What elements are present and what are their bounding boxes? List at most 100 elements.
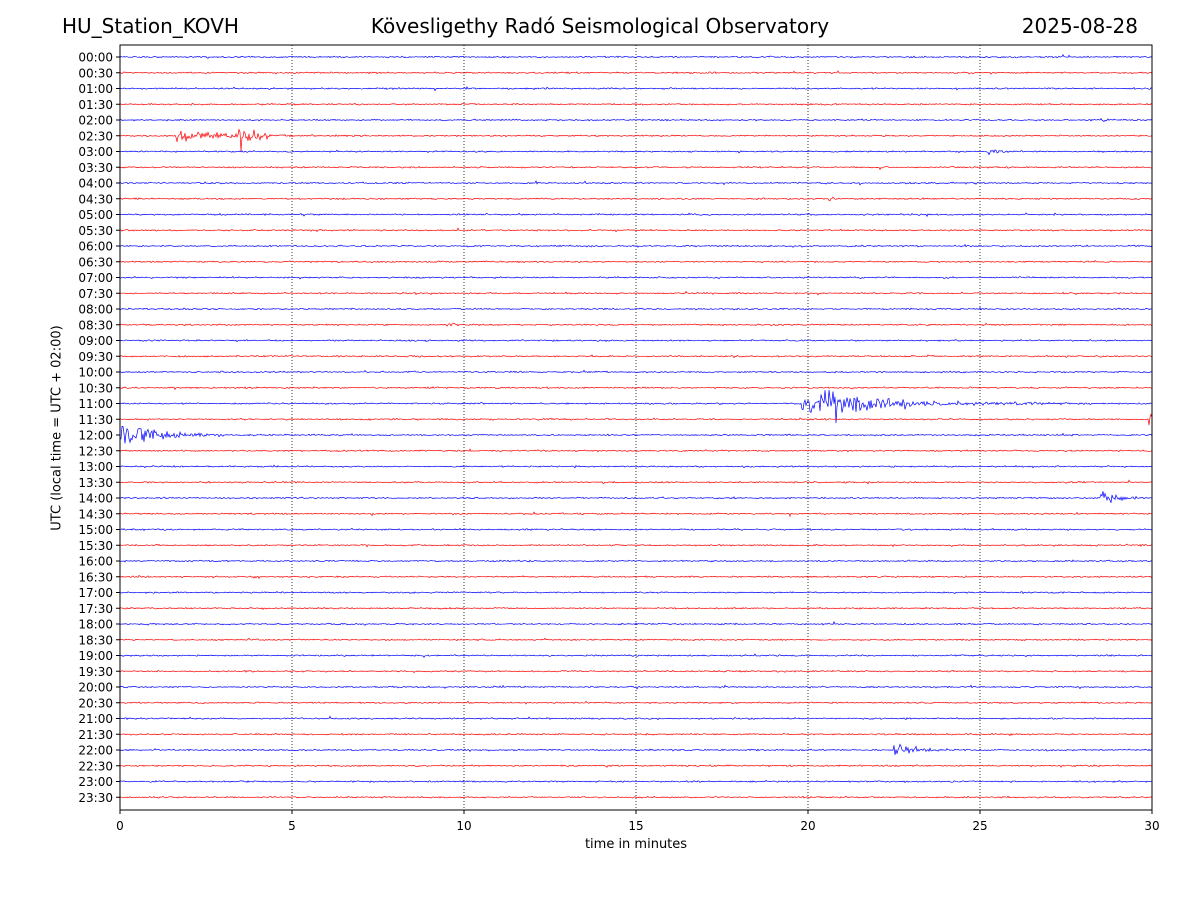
observatory-title: Kövesligethy Radó Seismological Observat… (370, 14, 830, 38)
trace-1700 (119, 590, 1153, 595)
y-tick-label-1430: 14:30 (78, 507, 113, 521)
y-tick-label-0530: 05:30 (78, 224, 113, 238)
date-label: 2025-08-28 (1021, 14, 1138, 38)
y-tick-label-1800: 18:00 (78, 618, 113, 632)
y-tick-label-2030: 20:30 (78, 696, 113, 710)
y-tick-label-2130: 21:30 (78, 728, 113, 742)
trace-0530 (119, 227, 1153, 233)
y-tick-label-2300: 23:00 (78, 775, 113, 789)
trace-0800 (119, 306, 1153, 311)
trace-2130 (119, 732, 1153, 737)
y-tick-label-2230: 22:30 (78, 759, 113, 773)
y-tick-label-1330: 13:30 (78, 476, 113, 490)
y-tick-label-0230: 02:30 (78, 129, 113, 143)
trace-0430 (119, 196, 1153, 202)
trace-0630 (119, 260, 1153, 264)
y-tick-label-0600: 06:00 (78, 240, 113, 254)
x-tick-label-25: 25 (972, 819, 987, 833)
trace-1500 (119, 527, 1153, 532)
y-tick-label-1600: 16:00 (78, 555, 113, 569)
x-tick-label-30: 30 (1144, 819, 1159, 833)
y-tick-label-0800: 08:00 (78, 303, 113, 317)
trace-0000 (119, 54, 1153, 59)
station-name: HU_Station_KOVH (62, 14, 239, 38)
trace-0400 (119, 180, 1153, 186)
y-tick-label-0330: 03:30 (78, 161, 113, 175)
y-tick-label-0730: 07:30 (78, 287, 113, 301)
y-tick-label-0400: 04:00 (78, 177, 113, 191)
trace-1900 (119, 653, 1153, 658)
y-tick-label-1700: 17:00 (78, 586, 113, 600)
trace-1630 (119, 574, 1153, 580)
y-tick-label-1500: 15:00 (78, 523, 113, 537)
y-tick-label-1930: 19:30 (78, 665, 113, 679)
y-tick-label-1000: 10:00 (78, 366, 113, 380)
x-tick-label-15: 15 (628, 819, 643, 833)
trace-2000 (119, 684, 1153, 690)
trace-1000 (119, 369, 1153, 374)
trace-2100 (119, 715, 1153, 721)
y-tick-label-0930: 09:30 (78, 350, 113, 364)
y-tick-label-0300: 03:00 (78, 145, 113, 159)
y-tick-label-0130: 01:30 (78, 98, 113, 112)
trace-1200 (119, 426, 1153, 444)
trace-0830 (119, 322, 1153, 327)
y-tick-label-1200: 12:00 (78, 429, 113, 443)
trace-2200 (119, 743, 1153, 755)
x-tick-label-10: 10 (456, 819, 471, 833)
y-tick-label-1830: 18:30 (78, 633, 113, 647)
x-tick-label-0: 0 (116, 819, 124, 833)
trace-1800 (119, 620, 1153, 626)
trace-0330 (119, 165, 1153, 171)
trace-1430 (119, 511, 1153, 518)
trace-1300 (119, 464, 1153, 469)
vertical-gridlines (291, 45, 981, 810)
seismic-traces (119, 54, 1153, 799)
y-tick-label-0200: 02:00 (78, 114, 113, 128)
trace-2330 (119, 795, 1153, 799)
trace-1530 (119, 543, 1153, 548)
trace-2300 (119, 779, 1153, 784)
y-tick-label-2330: 23:30 (78, 791, 113, 805)
y-tick-label-0630: 06:30 (78, 255, 113, 269)
trace-0700 (119, 275, 1153, 280)
trace-1600 (119, 559, 1153, 563)
y-tick-label-1300: 13:00 (78, 460, 113, 474)
trace-1930 (119, 669, 1153, 674)
trace-0930 (119, 354, 1153, 359)
trace-1730 (119, 606, 1153, 610)
y-tick-label-1130: 11:30 (78, 413, 113, 427)
trace-1130 (119, 413, 1153, 426)
trace-0200 (119, 117, 1153, 123)
trace-0900 (119, 338, 1153, 343)
trace-0500 (119, 212, 1153, 218)
y-tick-label-1030: 10:30 (78, 381, 113, 395)
trace-1100 (119, 390, 1153, 424)
trace-1400 (119, 491, 1153, 503)
trace-2030 (119, 700, 1153, 705)
trace-0130 (119, 102, 1153, 106)
trace-0600 (119, 243, 1153, 248)
y-tick-label-0030: 00:30 (78, 66, 113, 80)
x-axis-ticks: 0 5 10 15 20 25 30 (116, 810, 1160, 833)
y-tick-label-0700: 07:00 (78, 271, 113, 285)
y-tick-label-1400: 14:00 (78, 492, 113, 506)
trace-1030 (119, 386, 1153, 391)
y-tick-label-0430: 04:30 (78, 192, 113, 206)
y-tick-label-1230: 12:30 (78, 444, 113, 458)
y-tick-label-2200: 22:00 (78, 744, 113, 758)
x-axis-label: time in minutes (584, 837, 688, 852)
trace-2230 (119, 764, 1153, 768)
trace-1330 (119, 479, 1153, 485)
y-axis-label: UTC (local time = UTC + 02:00) (49, 325, 65, 531)
y-tick-label-1900: 19:00 (78, 649, 113, 663)
trace-0100 (119, 86, 1153, 92)
y-tick-label-0100: 01:00 (78, 82, 113, 96)
trace-0730 (119, 290, 1153, 296)
y-tick-label-0830: 08:30 (78, 318, 113, 332)
trace-1830 (119, 637, 1153, 642)
y-tick-label-0900: 09:00 (78, 334, 113, 348)
y-tick-label-2000: 20:00 (78, 681, 113, 695)
